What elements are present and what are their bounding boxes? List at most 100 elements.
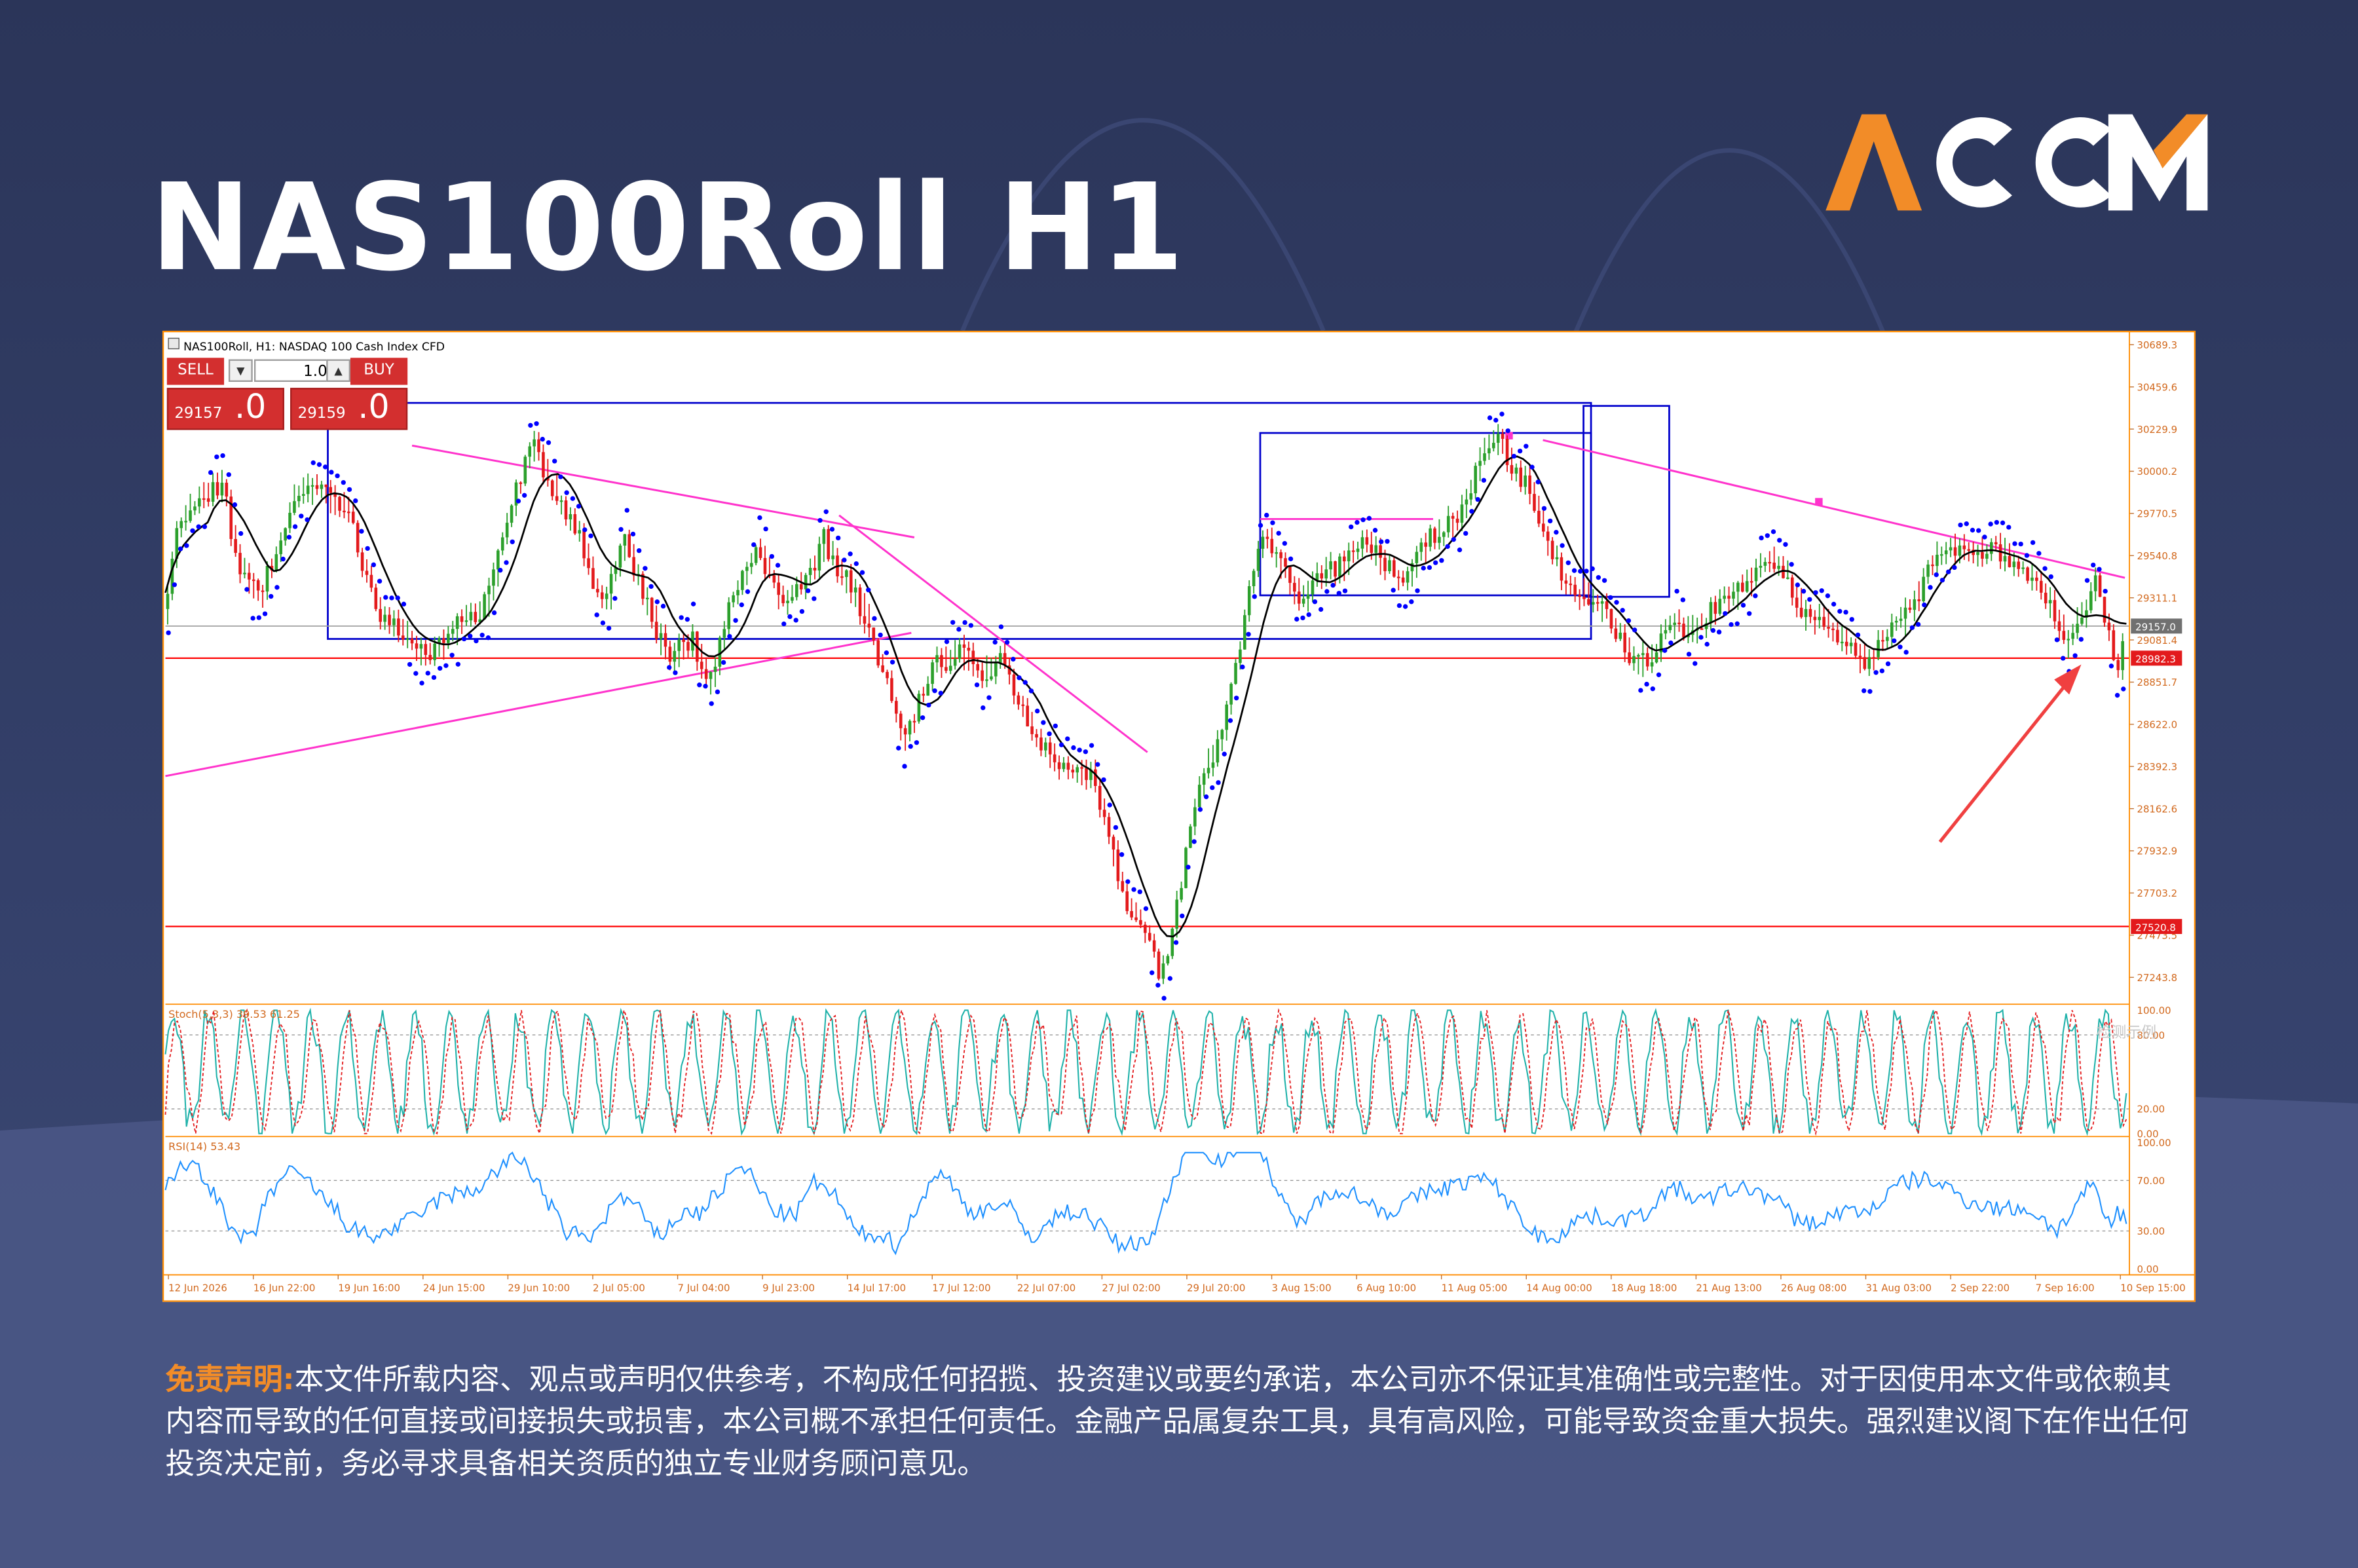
candle-body <box>293 501 296 513</box>
candle-body <box>1813 616 1817 620</box>
candle-body <box>1546 531 1550 541</box>
candle-body <box>1818 616 1822 620</box>
parabolic-sar-dot <box>1119 852 1125 857</box>
candle-body <box>1908 607 1912 610</box>
candle-body <box>351 512 355 523</box>
parabolic-sar-dot <box>1565 560 1571 565</box>
candle-body <box>1637 655 1640 657</box>
parabolic-sar-dot <box>1137 889 1142 895</box>
candle-body <box>578 530 582 534</box>
candle-body <box>1256 548 1260 571</box>
parabolic-sar-dot <box>1650 686 1655 692</box>
candle-body <box>379 608 383 622</box>
candle-body <box>1664 630 1668 634</box>
candle-body <box>1863 657 1867 669</box>
candle-body <box>2085 610 2088 618</box>
parabolic-sar-dot <box>763 526 768 532</box>
candle-body <box>447 633 450 643</box>
candle-body <box>1329 561 1332 570</box>
price-tick-label: 28162.6 <box>2137 803 2177 815</box>
parabolic-sar-dot <box>1210 785 1215 791</box>
candle-body <box>252 579 255 582</box>
buy-button[interactable]: 29159 .0 <box>290 388 408 430</box>
candle-body <box>365 570 369 575</box>
candle-body <box>297 496 301 502</box>
candle-body <box>1239 649 1242 663</box>
parabolic-sar-dot <box>238 531 244 536</box>
parabolic-sar-dot <box>322 464 328 470</box>
price-tick-label: 30000.2 <box>2137 466 2177 477</box>
trend-line <box>411 444 915 538</box>
candle-body <box>2107 622 2111 631</box>
parabolic-sar-dot <box>1216 780 1221 785</box>
candle-body <box>1808 608 1812 617</box>
chart-window[interactable]: Stoch(5,3,3) 39.53 61.25 100.00 80.00 20.00… <box>162 330 2196 1302</box>
price-tick-label: 27243.8 <box>2137 972 2177 984</box>
parabolic-sar-dot <box>697 682 702 688</box>
candle-body <box>1469 493 1473 500</box>
parabolic-sar-dot <box>1300 615 1305 621</box>
sell-label[interactable]: SELL <box>166 358 225 385</box>
candle-body <box>1709 602 1713 624</box>
candle-body <box>849 570 853 593</box>
candle-body <box>1388 560 1391 572</box>
candle-body <box>741 570 744 590</box>
candle-body <box>2093 575 2097 591</box>
candle-body <box>953 659 957 666</box>
parabolic-sar-dot <box>1668 640 1674 646</box>
buy-label[interactable]: BUY <box>350 358 408 385</box>
candle-body <box>301 494 305 496</box>
candle-body <box>1849 643 1853 646</box>
parabolic-sar-dot <box>1873 670 1879 675</box>
candle-body <box>428 654 432 660</box>
sell-button[interactable]: 29157 .0 <box>166 388 284 430</box>
candle-body <box>1085 768 1088 780</box>
candle-body <box>971 650 975 664</box>
candle-body <box>1415 551 1419 563</box>
volume-increase-button[interactable]: ▲ <box>326 359 350 383</box>
candle-body <box>627 534 631 557</box>
candle-body <box>1175 899 1178 929</box>
candle-body <box>1220 730 1224 739</box>
parabolic-sar-dot <box>274 585 280 590</box>
chart-canvas[interactable]: Stoch(5,3,3) 39.53 61.25 100.00 80.00 20.00… <box>162 330 2196 1302</box>
candle-body <box>641 574 645 599</box>
candle-body <box>1682 624 1685 638</box>
parabolic-sar-dot <box>1517 448 1523 454</box>
parabolic-sar-dot <box>1571 568 1577 573</box>
candle-body <box>817 544 821 571</box>
trend-anchor <box>1505 432 1513 439</box>
time-tick-label: 29 Jul 20:00 <box>1187 1282 1245 1294</box>
candle-body <box>1917 599 1921 601</box>
trend-line <box>165 631 912 777</box>
candle-body <box>1989 542 1993 554</box>
candle-body <box>1030 726 1034 734</box>
parabolic-sar-dot <box>1807 597 1812 602</box>
candle-body <box>500 537 504 551</box>
candle-body <box>1003 653 1007 665</box>
candle-body <box>962 644 966 648</box>
candle-body <box>1197 785 1201 808</box>
parabolic-sar-dot <box>1186 865 1191 870</box>
disclaimer-text: 本文件所载内容、观点或声明仅供参考，不构成任何招揽、投资建议或要约承诺，本公司亦… <box>165 1362 2189 1481</box>
annotation-arrow-shaft <box>1938 675 2074 843</box>
candle-body <box>338 496 341 511</box>
parabolic-sar-dot <box>606 625 612 631</box>
candle-body <box>1550 540 1554 559</box>
rsi-tick-label: 30.00 <box>2137 1225 2165 1237</box>
candle-body <box>827 529 830 559</box>
candle-body <box>1528 475 1531 495</box>
parabolic-sar-dot <box>468 633 473 639</box>
candle-body <box>401 635 405 640</box>
volume-decrease-button[interactable]: ▼ <box>228 359 253 383</box>
candle-body <box>1600 601 1604 604</box>
candle-body <box>722 629 726 638</box>
parabolic-sar-dot <box>479 633 485 638</box>
candle-body <box>1854 643 1858 656</box>
candle-body <box>1542 523 1545 532</box>
candle-body <box>438 638 441 644</box>
candle-body <box>1089 769 1093 780</box>
parabolic-sar-dot <box>600 620 606 625</box>
parabolic-sar-dot <box>1083 749 1089 755</box>
parabolic-sar-dot <box>1795 582 1801 588</box>
